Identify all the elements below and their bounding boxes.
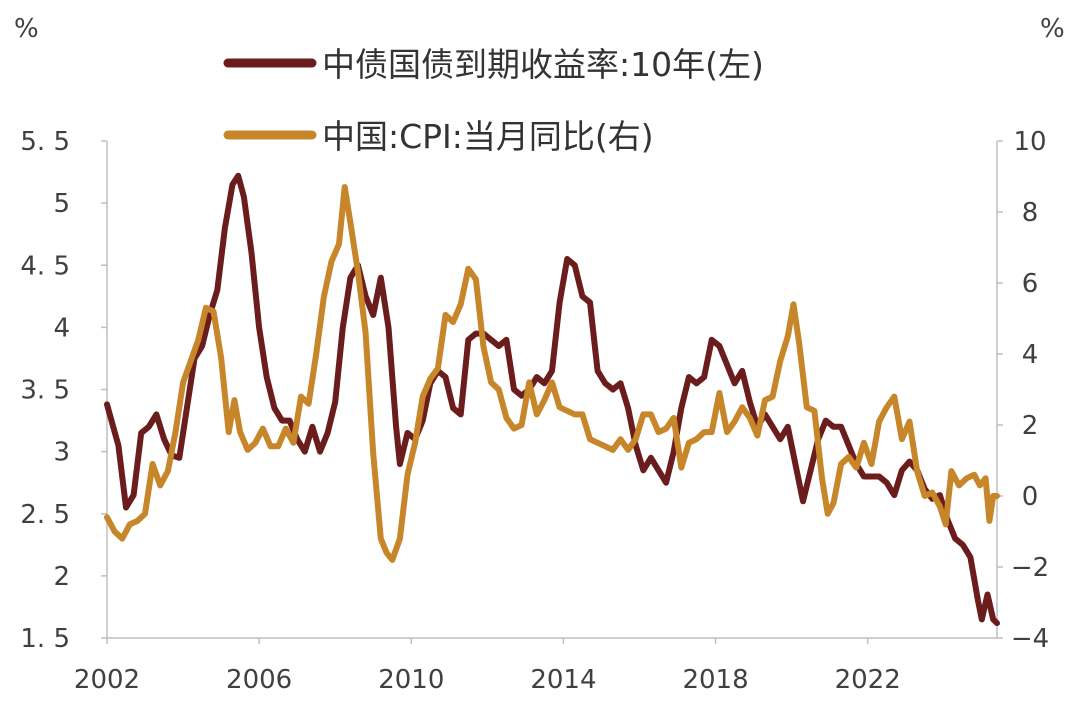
right-tick-label: 8 [1022,198,1039,228]
legend-label-cpi: 中国:CPI:当月同比(右) [322,117,654,156]
left-tick-label: 5 [53,189,70,219]
right-tick-label: 2 [1022,411,1039,441]
legend-label-bond-yield: 中债国债到期收益率:10年(左) [322,45,764,84]
right-tick-label: 10 [1013,127,1046,157]
right-y-ticks: 10 8 6 4 2 0 −2 −4 [997,127,1049,654]
x-ticks: 2002 2006 2010 2014 2018 2022 [74,638,901,695]
x-tick-label: 2014 [530,665,596,695]
left-unit-label: % [14,14,39,44]
left-tick-label: 1. 5 [20,624,70,654]
x-tick-label: 2018 [682,665,748,695]
right-tick-label: 4 [1022,340,1039,370]
left-tick-label: 2 [53,562,70,592]
legend: 中债国债到期收益率:10年(左) 中国:CPI:当月同比(右) [223,45,764,156]
right-tick-label: 6 [1022,269,1039,299]
left-tick-label: 3. 5 [20,376,70,406]
x-tick-label: 2022 [835,665,901,695]
series-line-bond-yield [104,172,1000,627]
left-tick-label: 4 [53,313,70,343]
right-unit-label: % [1040,14,1065,44]
right-tick-label: −4 [1011,624,1049,654]
left-tick-label: 4. 5 [20,251,70,281]
x-tick-label: 2006 [226,665,292,695]
right-tick-label: −2 [1011,553,1049,583]
left-y-ticks: 5. 5 5 4. 5 4 3. 5 3 2. 5 2 1. 5 [20,127,107,654]
left-tick-label: 3 [53,438,70,468]
right-tick-label: 0 [1022,482,1039,512]
series-layer [104,172,1000,627]
left-tick-label: 5. 5 [20,127,70,157]
series-line-cpi [104,184,1000,563]
left-tick-label: 2. 5 [20,500,70,530]
x-tick-label: 2010 [378,665,444,695]
x-tick-label: 2002 [74,665,140,695]
